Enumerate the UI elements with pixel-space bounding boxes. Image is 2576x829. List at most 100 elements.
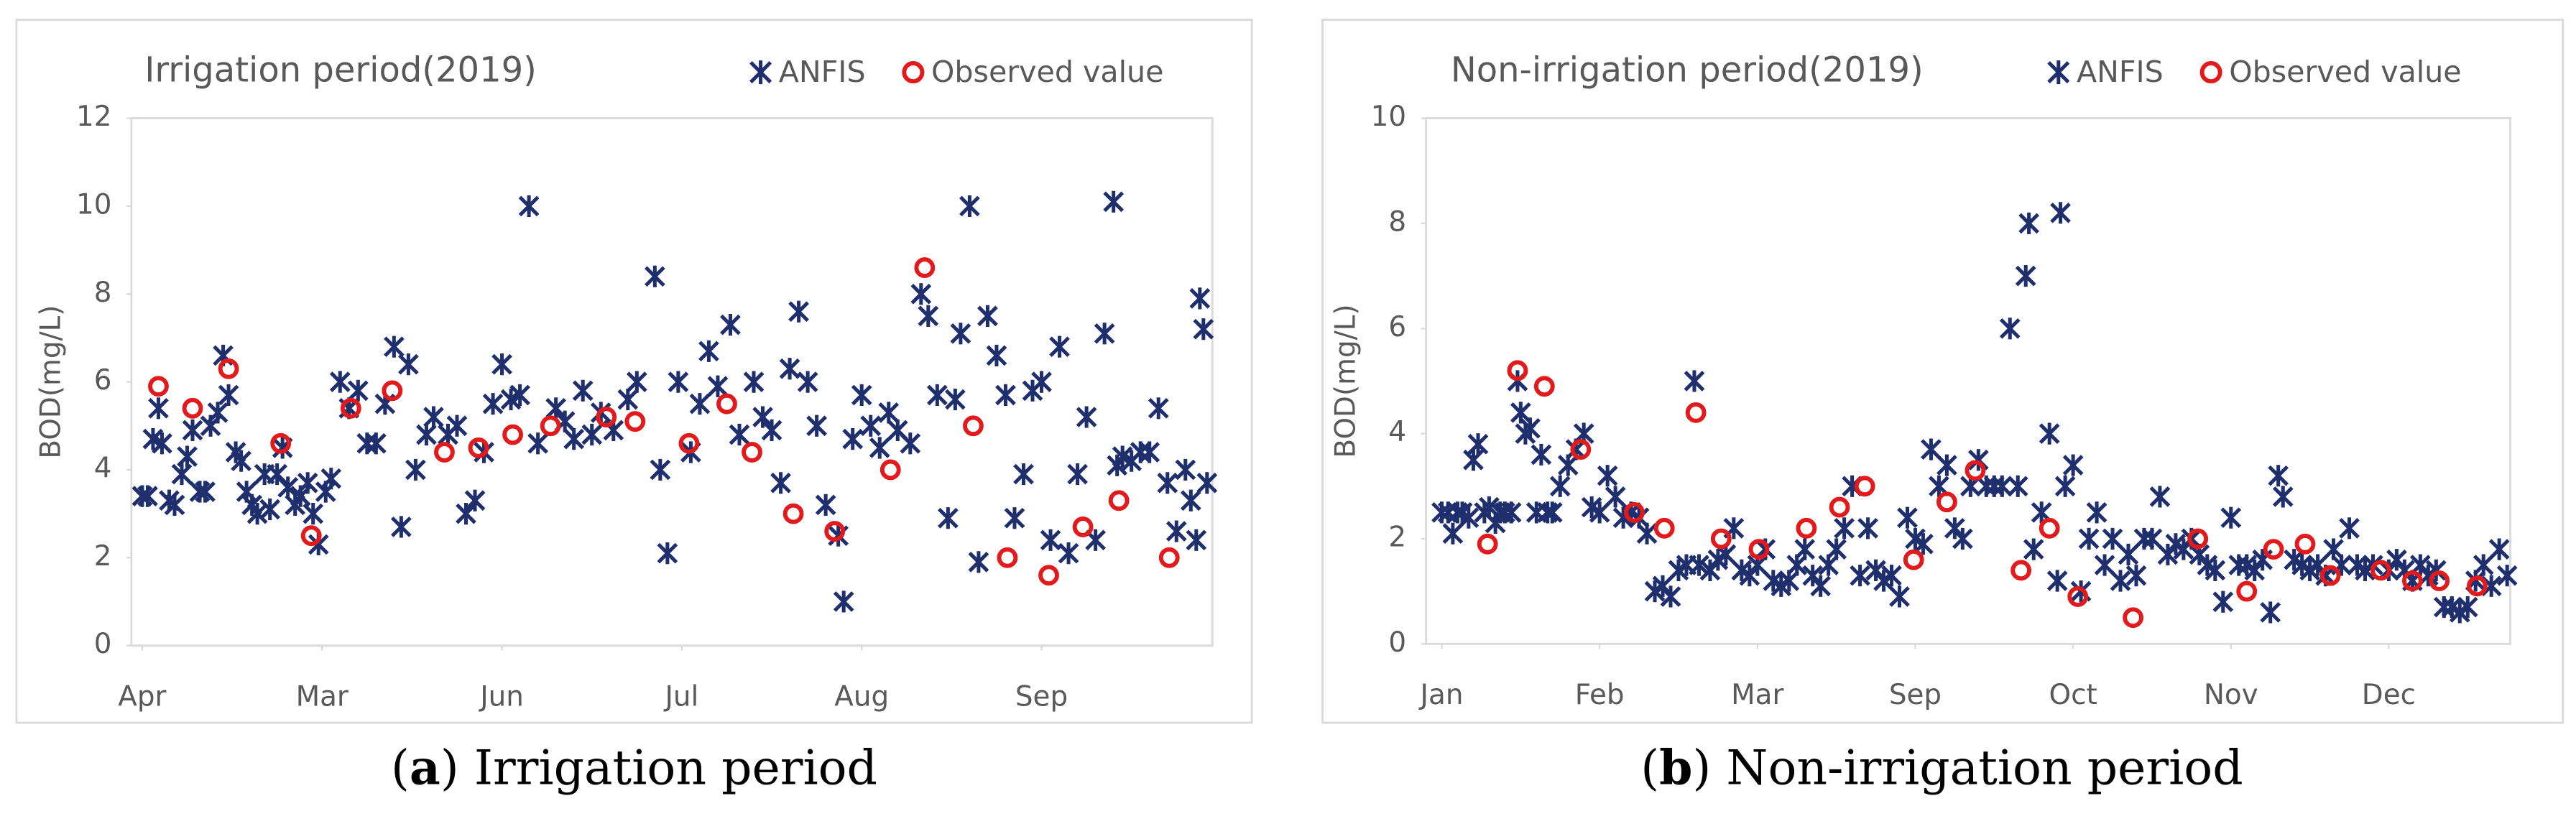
- point: [2067, 586, 2089, 607]
- point: [729, 423, 750, 446]
- point: [986, 344, 1007, 367]
- point: [1685, 402, 1707, 423]
- point: [842, 428, 864, 450]
- point: [434, 442, 455, 463]
- point: [2157, 543, 2179, 566]
- point: [779, 358, 800, 380]
- point: [2011, 560, 2032, 581]
- point: [2187, 528, 2209, 550]
- point: [300, 525, 322, 547]
- point: [182, 397, 203, 419]
- point: [1597, 465, 1618, 487]
- point: [391, 516, 412, 538]
- x-tick-label: Jan: [1418, 679, 1464, 711]
- point: [218, 358, 239, 379]
- point: [1689, 554, 1709, 576]
- panel-frame: [15, 19, 1253, 724]
- point: [1999, 318, 2021, 340]
- point: [468, 437, 489, 458]
- point: [1991, 475, 2013, 497]
- y-tick-label: 2: [94, 540, 112, 573]
- point: [1652, 575, 1674, 597]
- point: [297, 472, 318, 494]
- point: [2062, 454, 2084, 476]
- point: [1850, 565, 1870, 587]
- point: [182, 419, 203, 441]
- point: [1834, 517, 1855, 539]
- point: [1148, 397, 1169, 420]
- chart-panel: 0 2 4 6 8 10 Jan Feb Mar Sep Oct Nov Dec Non-irrigati…: [1321, 19, 2565, 796]
- point: [1158, 547, 1180, 568]
- point: [1031, 371, 1052, 393]
- caption-part: (: [1640, 740, 1659, 796]
- point: [2212, 591, 2234, 613]
- x-tick-label: Mar: [1731, 679, 1783, 711]
- point: [2123, 607, 2143, 629]
- point: [148, 376, 169, 397]
- point: [171, 463, 193, 486]
- point: [527, 432, 548, 455]
- point: [1500, 501, 1522, 524]
- point: [2046, 570, 2068, 592]
- point: [1965, 460, 1986, 481]
- point: [572, 379, 594, 402]
- point: [945, 388, 966, 411]
- point: [878, 402, 900, 424]
- point: [962, 415, 984, 437]
- point: [259, 498, 281, 521]
- point: [365, 432, 387, 455]
- y-axis-label: BOD(mg/L): [1329, 304, 1362, 458]
- point: [563, 428, 585, 450]
- point: [2386, 549, 2407, 571]
- point: [1038, 565, 1059, 586]
- point: [398, 353, 419, 376]
- point: [707, 375, 729, 397]
- point: [2319, 565, 2341, 586]
- x-tick-label: Sep: [1889, 679, 1942, 711]
- x-tick-label: Jun: [478, 680, 524, 713]
- point: [1004, 507, 1025, 529]
- point: [545, 397, 567, 420]
- point: [581, 423, 603, 446]
- x-tick-label: Apr: [118, 680, 166, 713]
- point: [1040, 529, 1061, 551]
- y-tick-label: 6: [1388, 311, 1406, 343]
- point: [668, 371, 689, 393]
- point: [1165, 520, 1187, 542]
- point: [2018, 212, 2039, 235]
- point: [1739, 565, 1760, 587]
- point: [2015, 265, 2036, 287]
- point: [1013, 463, 1034, 486]
- point: [405, 458, 426, 481]
- point: [650, 458, 671, 481]
- point: [270, 432, 292, 454]
- point: [926, 384, 948, 407]
- chart-title: Irrigation period(2019): [144, 50, 537, 91]
- point: [950, 323, 971, 345]
- point: [657, 542, 678, 565]
- point: [1589, 501, 1610, 524]
- point: [456, 503, 476, 525]
- point: [617, 388, 639, 411]
- point: [1605, 486, 1626, 508]
- point: [977, 305, 998, 327]
- point: [770, 472, 791, 494]
- point: [752, 406, 773, 428]
- point: [1936, 454, 1957, 476]
- point: [1549, 475, 1571, 497]
- point: [2268, 465, 2289, 487]
- point: [1952, 527, 1973, 550]
- chart-title: Non-irrigation period(2019): [1451, 50, 1924, 91]
- point: [2086, 501, 2108, 524]
- point: [1180, 489, 1201, 511]
- point: [1157, 472, 1178, 494]
- point: [1531, 443, 1552, 466]
- point: [2125, 565, 2147, 587]
- point: [1903, 549, 1924, 570]
- point: [1810, 575, 1832, 597]
- point: [2294, 533, 2316, 555]
- point: [1897, 506, 1918, 529]
- point: [743, 371, 765, 393]
- point: [1189, 287, 1211, 310]
